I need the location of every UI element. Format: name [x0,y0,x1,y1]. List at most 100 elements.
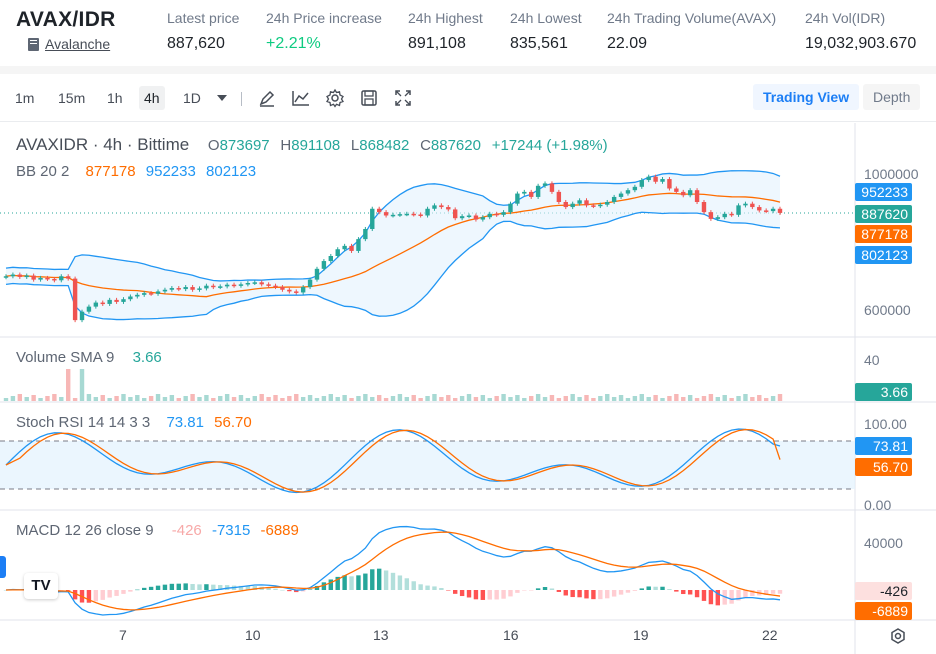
macd-hist-bar [446,590,451,591]
macd-hist-bar [763,590,769,595]
stoch-legend: Stoch RSI 14 14 3 3 73.81 56.70 [16,414,258,431]
macd-hist-bar [432,586,437,590]
macd-signal-line [5,531,781,611]
volume-bar [128,397,133,401]
settings-icon[interactable] [325,88,345,108]
candle-body [591,205,596,207]
volume-bar [121,394,126,401]
stat-label: 24h Vol(IDR) [805,10,886,26]
macd-hist-bar [452,590,458,594]
bb-name: BB 20 2 [16,163,70,180]
chart-settings-icon[interactable] [888,626,908,646]
macd-hist-bar [128,590,133,592]
candle-body [321,261,327,269]
macd-hist-bar [708,590,714,605]
candle-body [148,293,154,295]
side-panel-toggle[interactable] [0,556,6,578]
tradingview-logo[interactable]: TV [24,573,58,599]
candle-body [356,239,361,251]
macd-hist-bar [487,590,492,600]
candle-body [363,229,368,240]
candle-body [674,188,679,192]
volume-bar [107,398,112,401]
macd-hist-bar [204,584,209,590]
volume-bar [605,394,610,401]
candle-body [473,215,479,220]
candle-body [694,190,700,202]
timeframe-dropdown-icon[interactable] [217,95,227,101]
volume-bar [480,395,486,401]
candle-body [79,311,85,321]
timeframe-1m[interactable]: 1m [15,90,35,106]
coin-name[interactable]: Avalanche [45,36,111,52]
macd-hist-bar [639,588,644,590]
stat-volume-idr: 24h Vol(IDR) 19,032,903.670 [805,10,916,53]
macd-hist-bar [439,588,444,590]
stat-highest: 24h Highest 891,108 [408,10,483,53]
book-icon [28,37,39,51]
trading-view-tab[interactable]: Trading View [753,84,860,110]
macd-hist-bar [335,576,340,590]
candles [3,174,783,323]
stat-value: 887,620 [167,35,225,52]
volume-bar [694,398,700,401]
volume-bar [598,396,603,401]
volume-bar [52,394,57,401]
indicator-icon[interactable] [291,88,311,108]
stoch-rsi-lines [5,428,781,494]
macd-signal-badge: -6889 [855,602,912,620]
volume-bar [383,398,389,401]
depth-tab[interactable]: Depth [863,84,921,110]
macd-hist-bar [142,587,147,590]
macd-hist-bar [183,583,188,590]
timeframe-15m[interactable]: 15m [58,90,86,106]
volume-bar [646,397,651,401]
volume-bar [556,398,562,401]
timeframe-1h[interactable]: 1h [107,90,123,106]
volume-bar [370,397,375,401]
close-prefix: C [420,137,431,154]
volume-bar [425,396,430,401]
macd-hist-bar [681,590,686,595]
volume-bar [245,398,251,401]
candle-body [135,294,140,297]
macd-hist-bar [459,590,465,597]
save-icon[interactable] [359,88,379,108]
candle-body [425,208,430,216]
volume-bar [736,396,741,401]
coin-info-link[interactable]: Avalanche [28,36,110,52]
volume-bar [259,394,264,401]
volume-legend: Volume SMA 9 3.66 [16,349,168,366]
macd-hist-bar [135,589,140,591]
candle-body [639,180,644,187]
volume-tick: 40 [864,352,880,368]
volume-bar [280,398,285,401]
date-tick: 7 [119,627,127,643]
timeframe-4h[interactable]: 4h [139,86,165,110]
volume-bar [231,397,237,401]
macd-hist-bar [155,585,161,590]
macd-hist-bar [743,590,748,598]
volume-bar [24,397,29,401]
macd-hist-bar [252,586,257,590]
fullscreen-icon[interactable] [393,88,413,108]
candle-body [370,208,375,229]
volume-bar [342,395,347,401]
macd-hist-bar [107,590,112,598]
macd-hist-bar [480,590,486,600]
draw-icon[interactable] [257,88,277,108]
macd-hist-bar [238,585,244,590]
macd-hist-bar [169,583,175,590]
timeframe-1d[interactable]: 1D [183,90,201,106]
candle-body [128,296,133,300]
candle-body [328,256,334,262]
volume-bar [169,395,175,401]
candle-body [238,284,244,286]
macd-hist-bar [694,590,700,598]
candle-body [252,282,257,284]
candle-body [10,274,16,277]
stat-volume-avax: 24h Trading Volume(AVAX) 22.09 [607,10,776,53]
candle-body [452,209,458,219]
volume-bar [418,398,423,401]
